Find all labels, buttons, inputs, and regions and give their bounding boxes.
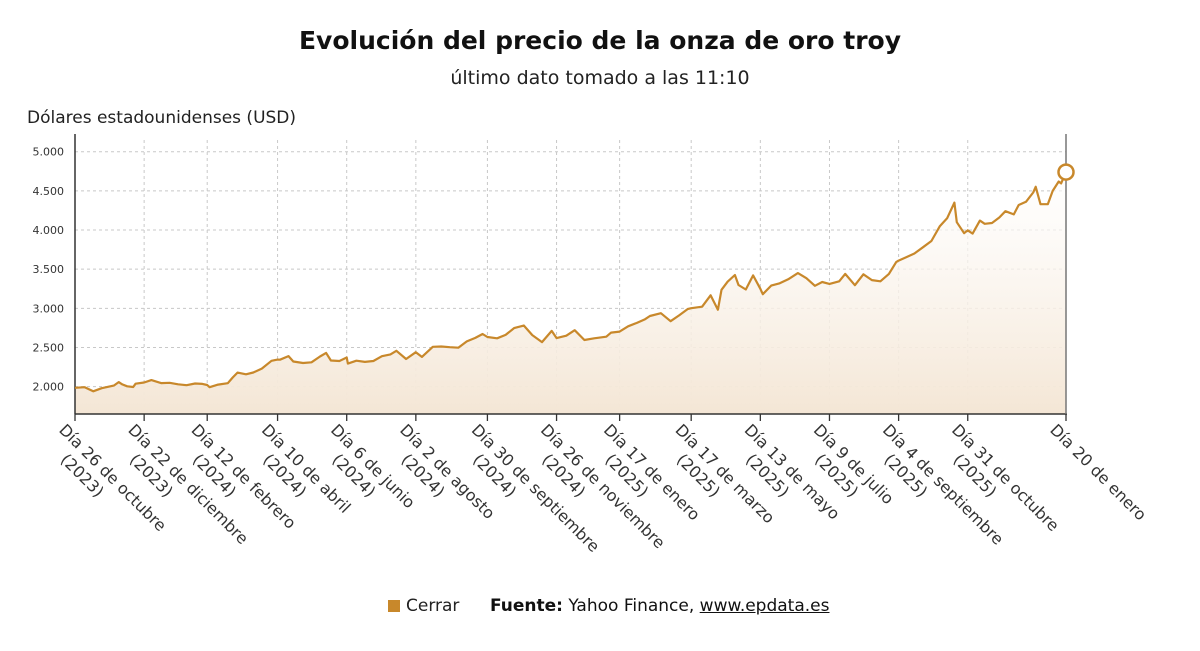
- chart-subtitle: último dato tomado a las 11:10: [450, 67, 750, 89]
- y-tick-label: 3.000: [33, 302, 65, 315]
- y-tick-label: 4.000: [33, 224, 65, 237]
- source-link[interactable]: www.epdata.es: [699, 596, 830, 616]
- x-tick-label: Día 20 de enero: [1046, 420, 1150, 524]
- source-note: Fuente: Yahoo Finance, www.epdata.es: [490, 596, 830, 616]
- last-data-point-marker[interactable]: [1057, 163, 1075, 181]
- y-tick-label: 4.500: [33, 185, 65, 198]
- y-tick-labels: 5.000 4.500 4.000 3.500 3.000 2.500 2.000: [33, 146, 65, 394]
- y-tick-label: 3.500: [33, 263, 65, 276]
- series-area: [75, 172, 1066, 414]
- legend-swatch: [388, 600, 400, 612]
- x-tick-labels: Día 26 de octubre(2023) Día 22 de diciemb…: [55, 420, 1150, 556]
- price-chart: 5.000 4.500 4.000 3.500 3.000 2.500 2.000 Día …: [33, 134, 1150, 556]
- legend-label: Cerrar: [406, 596, 460, 616]
- y-tick-label: 5.000: [33, 146, 65, 159]
- y-tick-label: 2.000: [33, 381, 65, 394]
- legend[interactable]: Cerrar: [388, 596, 459, 616]
- source-text: Yahoo Finance,: [568, 596, 695, 616]
- x-tick-label-line: Día 20 de enero: [1046, 420, 1150, 524]
- chart-title: Evolución del precio de la onza de oro t…: [298, 26, 902, 55]
- series-line: [74, 171, 1068, 393]
- y-axis-label: Dólares estadounidenses (USD): [27, 108, 297, 128]
- source-label: Fuente:: [490, 596, 563, 616]
- y-tick-label: 2.500: [33, 341, 65, 354]
